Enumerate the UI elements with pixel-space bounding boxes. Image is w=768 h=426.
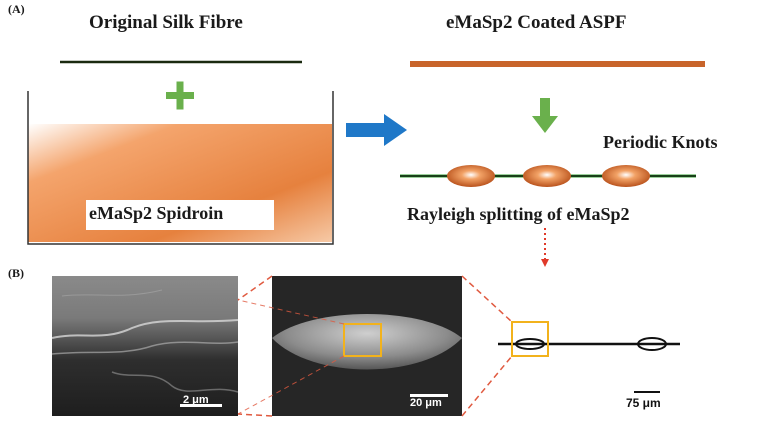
zoom-connector [237, 299, 345, 325]
periodic-knots-label: Periodic Knots [603, 132, 718, 152]
bath-container [27, 91, 334, 245]
scale-label: 2 μm [183, 394, 209, 406]
knot [523, 165, 571, 187]
knot [602, 165, 650, 187]
sem-knot-drawing [272, 314, 462, 397]
sem-surface-image: 2 μm [52, 276, 238, 416]
scale-label: 75 μm [626, 396, 661, 410]
zoom-box [511, 321, 549, 357]
zoom-connector [461, 275, 513, 323]
knot [447, 165, 495, 187]
scale-bar [410, 394, 448, 397]
fibre-knot [515, 338, 545, 350]
zoom-box [343, 323, 382, 357]
panel-a-label: (A) [8, 2, 25, 16]
bath-label-box [86, 200, 274, 230]
sem-knot-image: 20 μm [272, 276, 462, 416]
scale-label: 20 μm [410, 397, 442, 409]
zoom-connector [237, 275, 273, 301]
panel-b-label: (B) [8, 266, 24, 280]
zoom-connector [237, 355, 345, 415]
plus-icon [166, 81, 194, 110]
down-arrow-icon [532, 98, 558, 133]
rayleigh-splitting-label: Rayleigh splitting of eMaSp2 [407, 204, 630, 224]
coated-fibre-title: eMaSp2 Coated ASPF [446, 12, 627, 33]
scale-bar [180, 404, 222, 407]
original-silk-title: Original Silk Fibre [89, 12, 243, 33]
sem-surface-texture [52, 289, 238, 407]
zoom-connector [461, 355, 513, 417]
bath-label: eMaSp2 Spidroin [89, 203, 224, 223]
dotted-arrow-head-icon [541, 259, 549, 267]
fibre-knot [637, 337, 667, 351]
process-arrow-icon [346, 114, 407, 146]
zoom-connector [237, 413, 273, 417]
